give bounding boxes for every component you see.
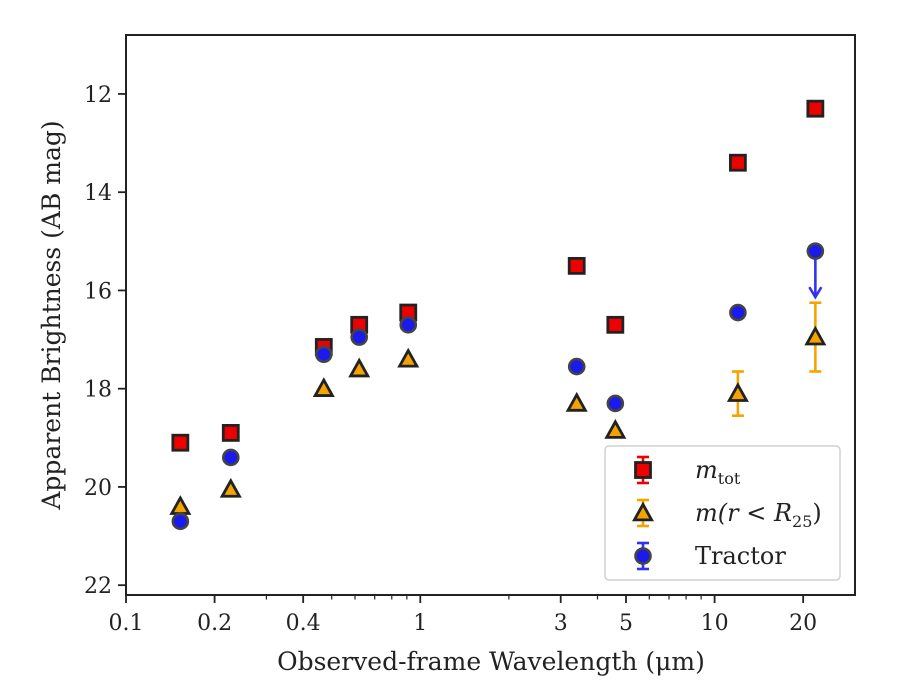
y-tick-label: 22 bbox=[84, 574, 112, 599]
legend-marker-square bbox=[634, 461, 652, 479]
y-tick-label: 18 bbox=[84, 378, 112, 403]
data-point-square bbox=[606, 315, 625, 334]
x-tick-label: 5 bbox=[619, 611, 633, 636]
axes: 0.1 0.2 0.4 1 3 5 10 20 12 14 16 18 20 22 bbox=[84, 34, 856, 636]
x-tick-label: 0.2 bbox=[197, 611, 232, 636]
legend-marker-circle bbox=[634, 547, 652, 565]
data-point-triangle bbox=[804, 325, 827, 346]
data-point-square bbox=[221, 423, 240, 442]
data-point-circle bbox=[567, 357, 586, 376]
x-axis-title: Observed-frame Wavelength (μm) bbox=[277, 647, 705, 676]
data-point-triangle bbox=[348, 357, 371, 378]
data-point-square bbox=[171, 433, 190, 452]
x-tick-label: 1 bbox=[413, 611, 427, 636]
data-point-circle bbox=[350, 328, 368, 346]
data-point-circle bbox=[729, 303, 747, 322]
series-circle bbox=[171, 242, 825, 531]
data-point-circle bbox=[314, 345, 333, 364]
data-point-square bbox=[567, 256, 586, 275]
y-tick-label: 16 bbox=[84, 279, 112, 304]
series-square bbox=[171, 99, 825, 452]
data-point-circle bbox=[606, 394, 625, 413]
x-tick-label: 0.1 bbox=[109, 611, 144, 636]
data-point-triangle bbox=[726, 382, 749, 402]
data-point-square bbox=[728, 153, 747, 172]
data-point-square bbox=[806, 99, 825, 118]
data-point-circle bbox=[221, 448, 240, 467]
plot-frame bbox=[125, 34, 856, 596]
data-point-circle bbox=[171, 512, 190, 531]
data-point-triangle bbox=[397, 347, 420, 368]
y-tick-label: 20 bbox=[84, 476, 112, 501]
data-point-triangle bbox=[169, 495, 192, 515]
x-tick-label: 3 bbox=[554, 611, 568, 636]
y-tick-label: 14 bbox=[84, 181, 112, 206]
legend-label: mtot bbox=[695, 456, 741, 488]
data-point-triangle bbox=[604, 418, 627, 439]
data-point-triangle bbox=[219, 477, 242, 498]
x-tick-label: 0.4 bbox=[286, 611, 321, 636]
y-axis-title: Apparent Brightness (AB mag) bbox=[37, 120, 66, 510]
x-tick-label: 20 bbox=[789, 611, 817, 636]
data-point-circle bbox=[399, 316, 418, 334]
series-triangle bbox=[169, 301, 827, 515]
data-point-circle bbox=[806, 242, 825, 260]
legend-label: m(r < R25) bbox=[695, 499, 822, 531]
plot-area bbox=[169, 99, 827, 531]
legend: mtot m(r < R25) Tractor bbox=[604, 445, 841, 581]
legend-marker-triangle bbox=[631, 501, 655, 522]
legend-label: Tractor bbox=[695, 542, 786, 570]
x-tick-label: 10 bbox=[701, 611, 729, 636]
data-point-triangle bbox=[565, 391, 588, 412]
y-tick-label: 12 bbox=[84, 83, 112, 108]
legend-box bbox=[604, 445, 841, 581]
data-point-triangle bbox=[312, 377, 335, 397]
